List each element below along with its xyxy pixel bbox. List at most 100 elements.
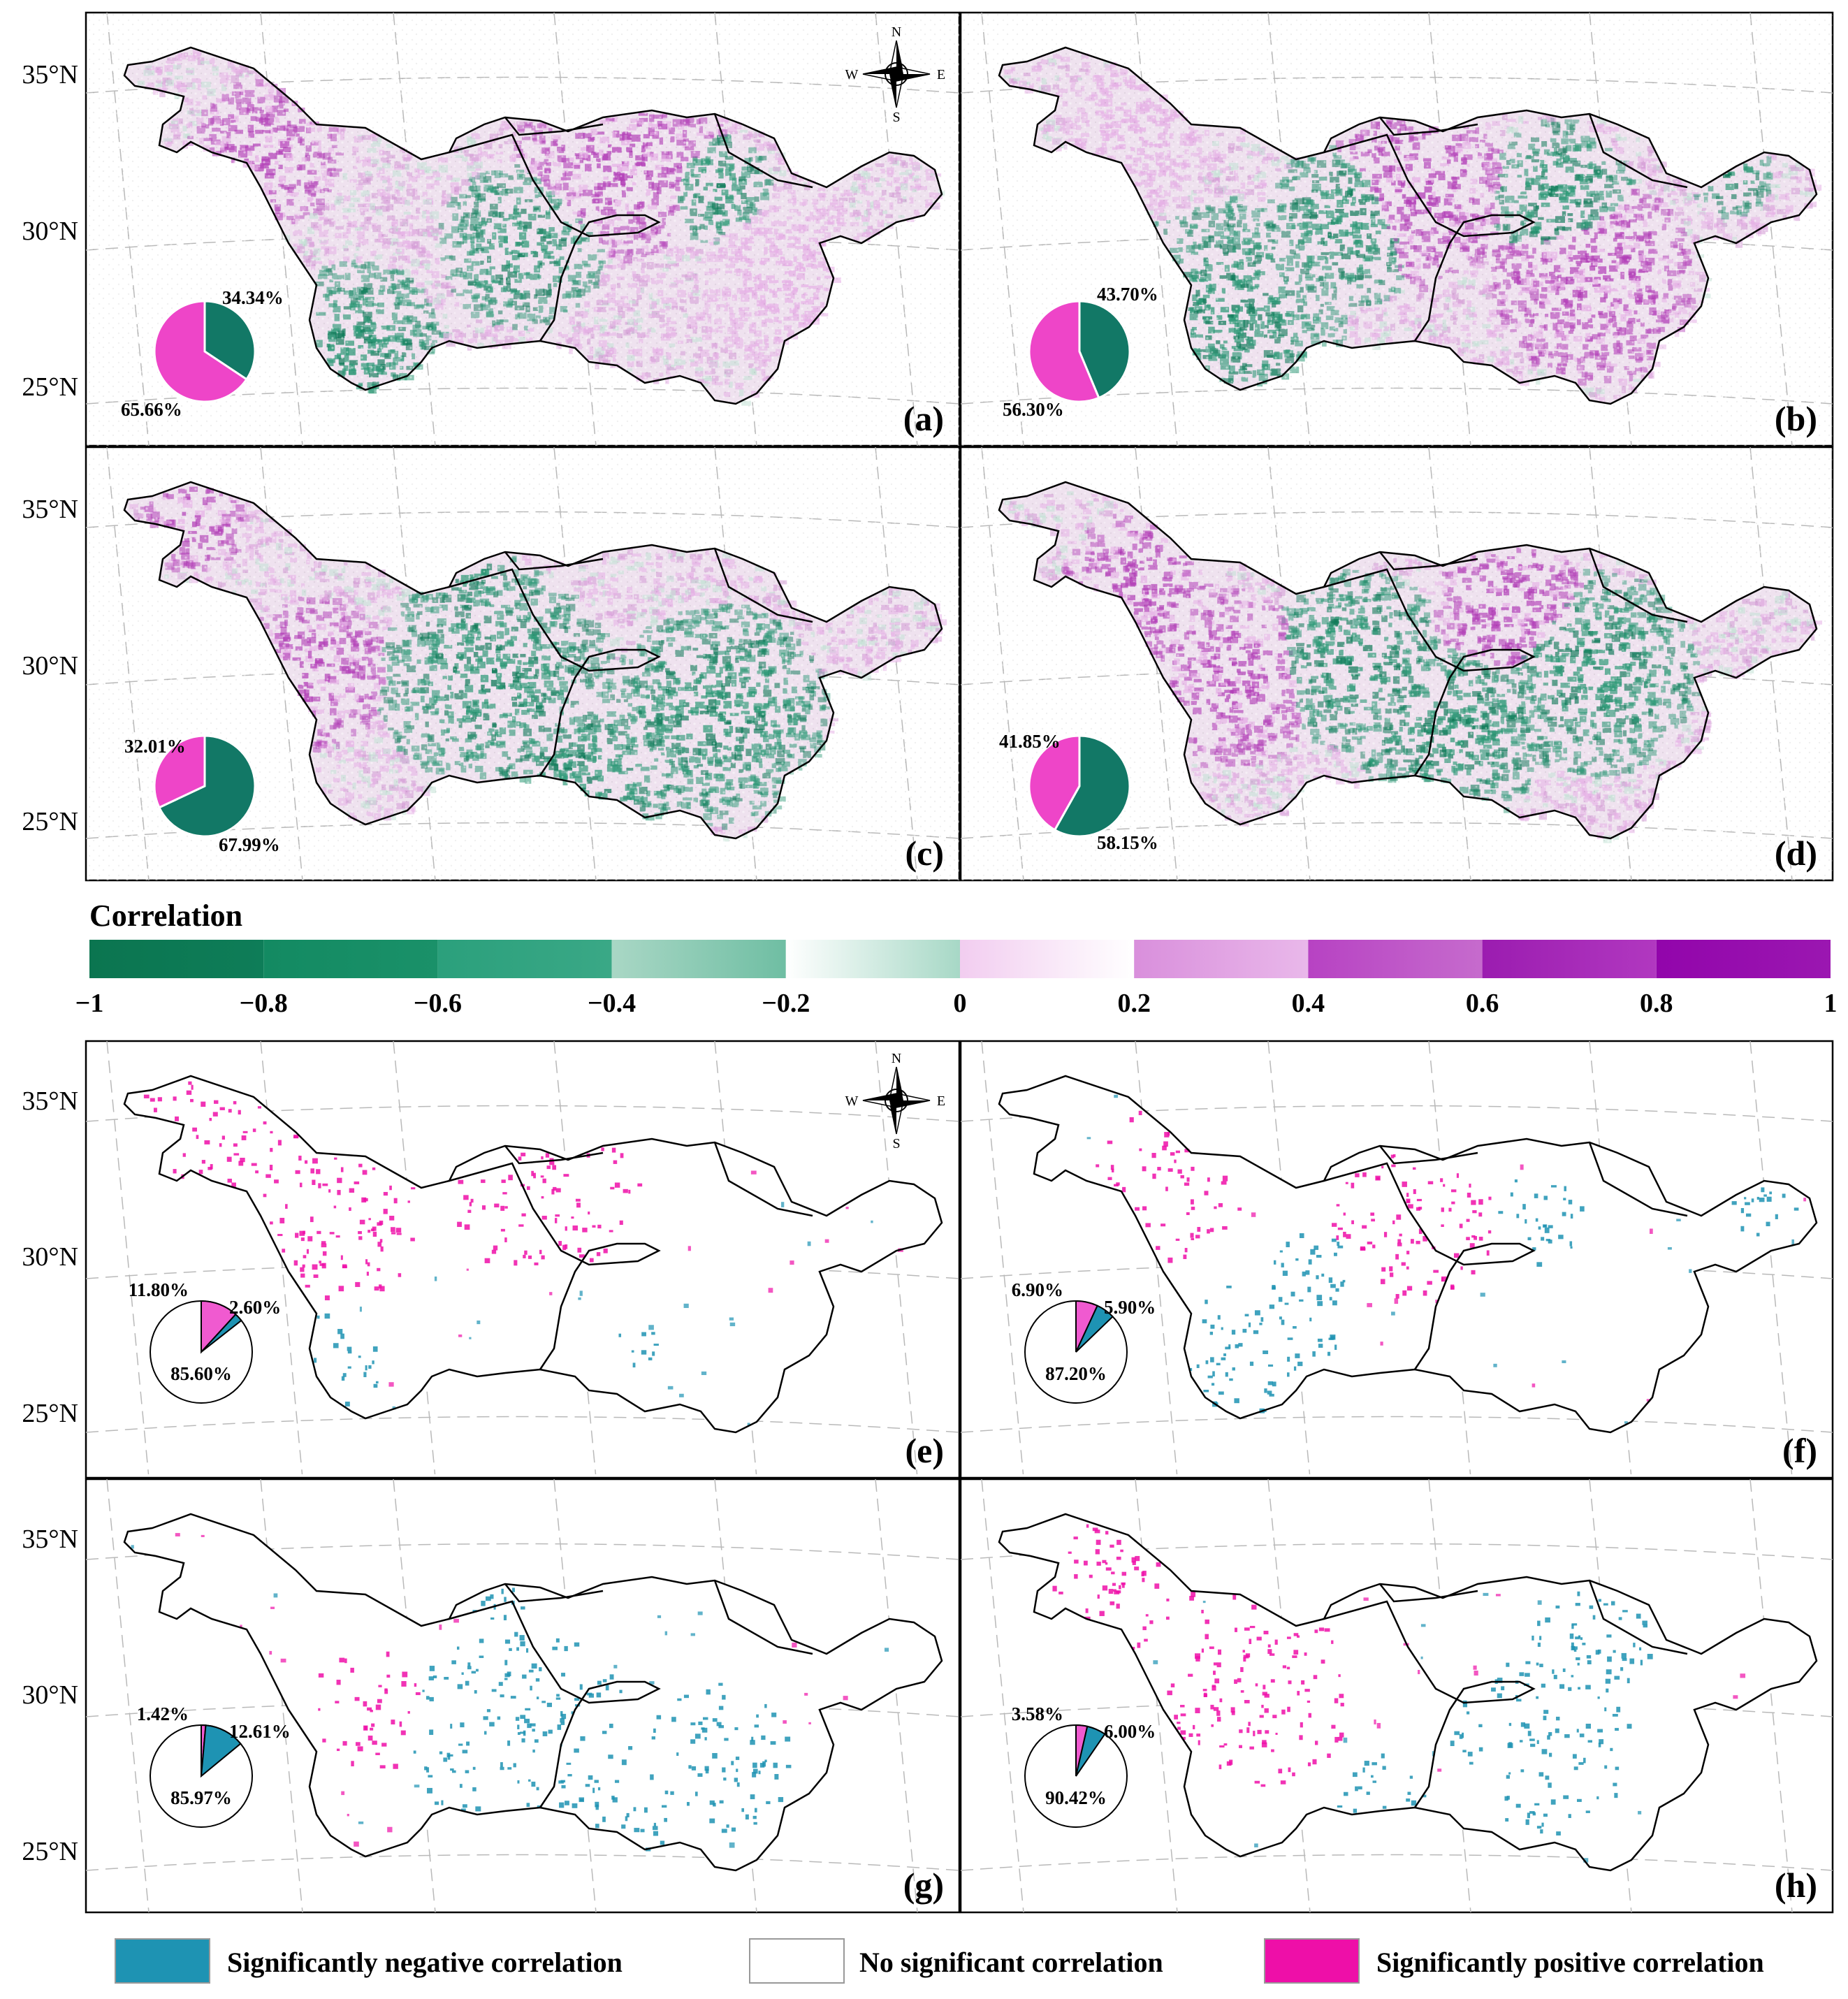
panel-label: (f) [1782, 1431, 1817, 1470]
pie-percent-label: 5.90% [1104, 1297, 1156, 1318]
latitude-label: 30°N [22, 651, 78, 681]
pie-chart: 41.85% 58.15% [999, 731, 1158, 853]
compass-n: N [892, 24, 901, 40]
pie-percent-label: 58.15% [1097, 832, 1158, 853]
latitude-label: 25°N [22, 1399, 78, 1428]
colorbar-tick-label: 0.8 [1640, 989, 1673, 1018]
pie-slice-negative [1053, 734, 1131, 838]
pie-percent-label: 12.61% [229, 1721, 291, 1742]
pie-percent-label: 85.60% [170, 1363, 232, 1384]
legend-swatch [115, 1938, 210, 1984]
colorbar-segment [785, 940, 960, 978]
colorbar-segment [89, 940, 264, 978]
correlation-raster [1086, 1094, 1807, 1424]
pie-chart: 11.80% 2.60% 85.60% [129, 1279, 281, 1404]
colorbar-segment [437, 940, 612, 978]
pie-percent-label: 3.58% [1012, 1703, 1063, 1724]
panel-label: (a) [903, 399, 944, 438]
colorbar-segment [263, 940, 438, 978]
pie-percent-label: 6.00% [1104, 1721, 1156, 1742]
panel-e: (e) 11.80% 2.60% 85.60% N S E W [85, 1040, 961, 1479]
correlation-raster [143, 1081, 903, 1426]
panel-label: (d) [1775, 834, 1817, 873]
compass-n: N [892, 1051, 901, 1066]
pie-percent-label: 43.70% [1097, 284, 1158, 305]
legend-label: Significantly positive correlation [1376, 1947, 1764, 1978]
pie-chart: 43.70% 56.30% [1003, 284, 1158, 420]
pie-slice-positive [153, 734, 206, 809]
panel-f: (f) 6.90% 5.90% 87.20% [959, 1040, 1834, 1479]
colorbar-tick-label: 0.4 [1292, 989, 1325, 1018]
colorbar-tick-label: 0.6 [1466, 989, 1499, 1018]
latitude-label: 30°N [22, 217, 78, 246]
legend-swatch [1264, 1938, 1360, 1984]
pie-slice-negative [200, 1724, 242, 1778]
pie-chart: 32.01% 67.99% [124, 734, 280, 855]
correlation-raster [1052, 1524, 1746, 1863]
pie-percent-label: 1.42% [137, 1703, 189, 1724]
panel-g: (g) 1.42% 12.61% 85.97% [85, 1478, 961, 1914]
pie-slice-positive [1028, 734, 1081, 831]
panel-label: (g) [903, 1866, 944, 1905]
compass-rose-icon: N S E W [845, 24, 946, 125]
colorbar-tick-label: 0 [954, 989, 967, 1018]
colorbar-tick-label: −0.2 [762, 989, 810, 1018]
compass-s: S [892, 1136, 900, 1151]
pie-percent-label: 67.99% [219, 834, 280, 855]
colorbar-segment [960, 940, 1135, 978]
latitude-label: 30°N [22, 1680, 78, 1710]
latitude-label: 25°N [22, 807, 78, 836]
pie-percent-label: 87.20% [1045, 1363, 1107, 1384]
pie-slice-negative [1078, 300, 1131, 400]
panel-a: (a) 34.34% 65.66% N S E W [85, 11, 961, 447]
pie-chart: 34.34% 65.66% [121, 287, 284, 420]
latitude-label: 25°N [22, 1837, 78, 1866]
panel-label: (e) [905, 1431, 945, 1470]
pie-percent-label: 2.60% [229, 1297, 281, 1318]
panel-b: (b) 43.70% 56.30% [959, 11, 1834, 447]
pie-slice-negative [1075, 1304, 1114, 1353]
pie-percent-label: 41.85% [999, 731, 1061, 752]
panel-d: (d) 41.85% 58.15% [959, 446, 1834, 882]
panel-c: (c) 32.01% 67.99% [85, 446, 961, 882]
colorbar-tick-label: −0.4 [588, 989, 636, 1018]
panel-label: (h) [1775, 1866, 1817, 1905]
compass-e: E [937, 67, 945, 82]
legend-label: Significantly negative correlation [227, 1947, 623, 1978]
colorbar-title: Correlation [89, 899, 242, 933]
latitude-label: 35°N [22, 495, 78, 524]
pie-percent-label: 56.30% [1003, 399, 1064, 420]
legend-label: No significant correlation [859, 1947, 1163, 1978]
pie-slice-positive [153, 300, 249, 403]
compass-w: W [845, 1093, 859, 1109]
latitude-label: 30°N [22, 1242, 78, 1272]
colorbar-segment [1308, 940, 1483, 978]
pie-chart: 6.90% 5.90% 87.20% [1012, 1279, 1156, 1404]
pie-slice-negative [1075, 1725, 1106, 1777]
colorbar-segment [611, 940, 786, 978]
pie-chart: 1.42% 12.61% 85.97% [137, 1703, 291, 1828]
pie-slice-negative [157, 734, 256, 838]
legend-swatch [749, 1938, 845, 1984]
compass-s: S [892, 110, 900, 125]
pie-percent-label: 6.90% [1012, 1279, 1063, 1300]
correlation-raster [131, 1533, 889, 1852]
pie-percent-label: 34.34% [222, 287, 284, 308]
pie-slice-positive [1028, 300, 1100, 403]
panel-label: (c) [905, 834, 945, 873]
pie-percent-label: 11.80% [129, 1279, 189, 1300]
latitude-label: 35°N [22, 60, 78, 89]
map-panels: (a) 34.34% 65.66% N S E W (b) 43.70% 56.30% (c) 32.… [22, 11, 1834, 1914]
significance-legend: Significantly negative correlation No sig… [115, 1938, 1764, 1984]
pie-percent-label: 65.66% [121, 399, 182, 420]
panel-h: (h) 3.58% 6.00% 90.42% [959, 1478, 1834, 1914]
colorbar-tick-label: 1 [1824, 989, 1838, 1018]
compass-rose-icon: N S E W [845, 1051, 946, 1151]
colorbar-tick-label: 0.2 [1117, 989, 1151, 1018]
latitude-label: 25°N [22, 372, 78, 402]
colorbar-segment [1482, 940, 1657, 978]
compass-e: E [937, 1093, 945, 1109]
panel-label: (b) [1775, 399, 1817, 438]
colorbar-segment [1656, 940, 1831, 978]
